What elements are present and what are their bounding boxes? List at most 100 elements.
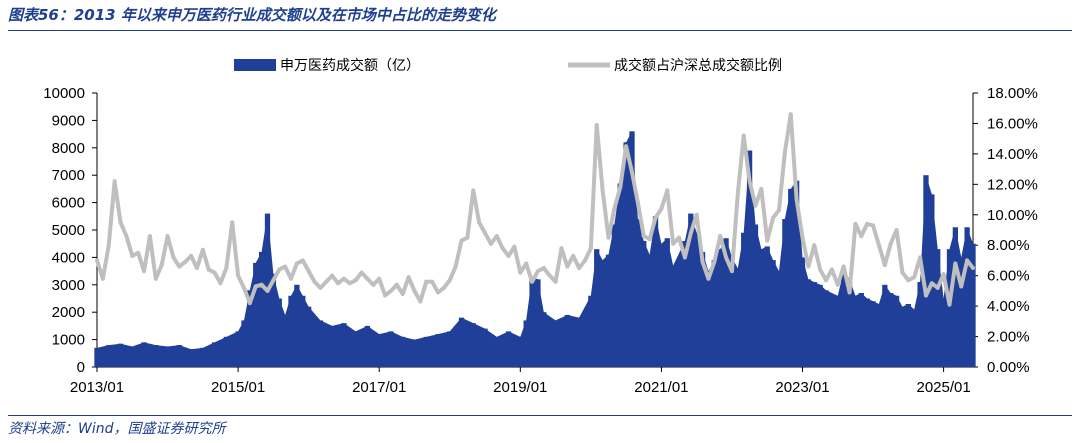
ratio-point [347, 281, 352, 286]
right-tick-label: 16.00% [987, 115, 1038, 132]
ratio-point [788, 112, 793, 117]
ratio-point [218, 281, 223, 286]
ratio-point [594, 122, 599, 127]
ratio-point [741, 133, 746, 138]
ratio-point [377, 276, 382, 281]
ratio-point [641, 234, 646, 239]
ratio-point [824, 278, 829, 283]
ratio-point [459, 238, 464, 243]
right-tick-label: 14.00% [987, 146, 1038, 163]
ratio-point [453, 264, 458, 269]
ratio-point [953, 261, 958, 266]
ratio-point [694, 212, 699, 217]
ratio-point [95, 258, 99, 263]
ratio-point [259, 282, 264, 287]
ratio-point [706, 276, 711, 281]
left-tick-label: 8000 [52, 140, 85, 157]
ratio-point [718, 234, 723, 239]
ratio-point [841, 264, 846, 269]
ratio-point [430, 279, 435, 284]
right-tick-label: 12.00% [987, 176, 1038, 193]
legend-line-label: 成交额占沪深总成交额比例 [614, 57, 782, 74]
ratio-point [271, 278, 276, 283]
ratio-line [95, 112, 975, 307]
ratio-point [189, 253, 194, 258]
turnover-area [97, 131, 973, 367]
ratio-point [406, 275, 411, 280]
ratio-point [253, 284, 258, 289]
ratio-point [471, 188, 476, 193]
left-tick-label: 6000 [52, 195, 85, 212]
ratio-point [330, 273, 335, 278]
ratio-point [577, 266, 582, 271]
ratio-point [547, 273, 552, 278]
right-tick-label: 0.00% [987, 359, 1030, 376]
ratio-point [341, 276, 346, 281]
ratio-point [165, 234, 170, 239]
ratio-point [224, 266, 229, 271]
ratio-point [506, 253, 511, 258]
x-tick-label: 2025/01 [916, 379, 970, 396]
ratio-point [530, 279, 535, 284]
ratio-point [618, 185, 623, 190]
ratio-point [147, 234, 152, 239]
ratio-point [900, 270, 905, 275]
ratio-point [300, 258, 305, 263]
ratio-point [653, 215, 658, 220]
ratio-point [712, 259, 717, 264]
x-tick-label: 2015/01 [211, 379, 265, 396]
chart-title: 图表56：2013 年以来申万医药行业成交额以及在市场中占比的走势变化 [8, 6, 496, 24]
ratio-point [876, 243, 881, 248]
source-note: 资料来源：Wind，国盛证券研究所 [8, 421, 226, 437]
left-tick-label: 7000 [52, 167, 85, 184]
ratio-point [153, 276, 158, 281]
ratio-point [359, 270, 364, 275]
ratio-point [677, 235, 682, 240]
ratio-point [183, 259, 188, 264]
ratio-point [100, 276, 105, 281]
ratio-point [559, 246, 564, 251]
x-tick-label: 2013/01 [70, 379, 124, 396]
ratio-point [124, 234, 129, 239]
right-tick-label: 6.00% [987, 268, 1030, 285]
ratio-point [483, 231, 488, 236]
ratio-point [582, 258, 587, 263]
ratio-point [494, 234, 499, 239]
left-tick-label: 9000 [52, 112, 85, 129]
ratio-point [923, 293, 928, 298]
ratio-point [371, 282, 376, 287]
ratio-point [759, 186, 764, 191]
ratio-point [635, 200, 640, 205]
title-rule [8, 30, 1072, 31]
ratio-point [882, 263, 887, 268]
ratio-point [647, 237, 652, 242]
ratio-point [941, 272, 946, 277]
ratio-point [265, 288, 270, 293]
ratio-point [888, 241, 893, 246]
right-tick-label: 10.00% [987, 207, 1038, 224]
ratio-point [200, 247, 205, 252]
ratio-point [447, 278, 452, 283]
ratio-point [671, 241, 676, 246]
ratio-point [230, 220, 235, 225]
ratio-point [588, 246, 593, 251]
ratio-point [435, 290, 440, 295]
ratio-point [894, 228, 899, 232]
ratio-point [365, 276, 370, 281]
ratio-point [794, 197, 799, 202]
left-tick-label: 5000 [52, 222, 85, 239]
ratio-point [112, 179, 117, 184]
ratio-point [800, 235, 805, 240]
ratio-point [847, 290, 852, 295]
right-tick-label: 18.00% [987, 85, 1038, 102]
right-tick-label: 8.00% [987, 237, 1030, 254]
ratio-point [412, 288, 417, 293]
ratio-point [400, 291, 405, 296]
ratio-point [394, 282, 399, 287]
ratio-point [541, 266, 546, 271]
ratio-point [136, 250, 141, 255]
ratio-point [130, 253, 135, 258]
ratio-point [383, 293, 388, 298]
ratio-point [782, 150, 787, 155]
ratio-point [612, 206, 617, 211]
